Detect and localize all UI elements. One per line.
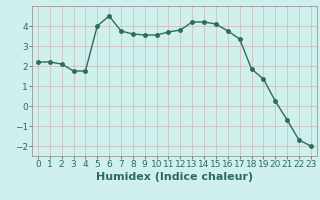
X-axis label: Humidex (Indice chaleur): Humidex (Indice chaleur) [96, 172, 253, 182]
